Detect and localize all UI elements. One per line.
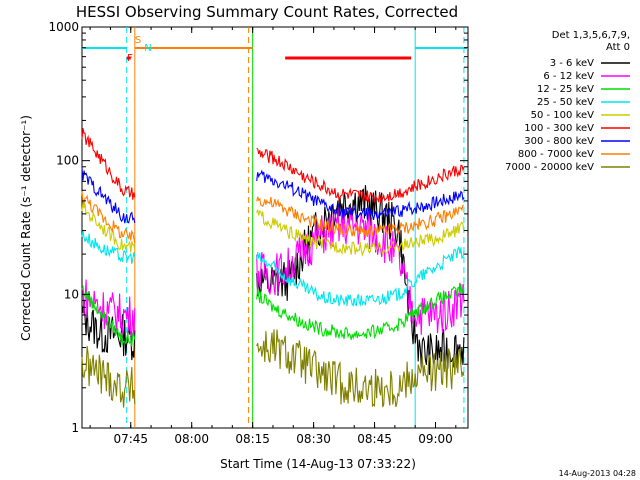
x-axis: 07:45 08:00 08:15 08:30 08:45 09:00	[89, 27, 457, 446]
legend-label: 300 - 800 keV	[524, 136, 594, 147]
marker-lines	[126, 27, 465, 428]
series-line	[81, 329, 465, 408]
legend-label: 6 - 12 keV	[543, 71, 594, 82]
chart-title: HESSI Observing Summary Count Rates, Cor…	[76, 3, 458, 21]
y-axis-label: Corrected Count Rate (s⁻¹ detector⁻¹)	[19, 115, 33, 341]
observing-flags: SNF	[82, 35, 468, 64]
flag-letter: F	[127, 53, 133, 64]
legend-label: 100 - 300 keV	[524, 123, 594, 134]
legend-header: Det 1,3,5,6,7,9,	[552, 30, 630, 41]
timestamp: 14-Aug-2013 04:28	[559, 469, 636, 478]
series-line	[81, 230, 465, 308]
legend-label: 25 - 50 keV	[537, 97, 594, 108]
flag-letter: N	[144, 43, 151, 54]
x-tick-label: 09:00	[418, 432, 453, 446]
series-line	[81, 191, 465, 244]
series-line	[81, 202, 465, 257]
x-tick-label: 07:45	[113, 432, 148, 446]
x-tick-label: 08:45	[357, 432, 392, 446]
y-axis: 1 10 100 1000	[48, 20, 468, 435]
legend-label: 800 - 7000 keV	[518, 149, 594, 160]
y-tick-label: 10	[64, 287, 79, 301]
series-line	[81, 283, 465, 347]
x-axis-label: Start Time (14-Aug-13 07:33:22)	[220, 457, 416, 471]
x-tick-label: 08:30	[296, 432, 331, 446]
x-tick-label: 08:15	[235, 432, 270, 446]
plot-frame	[81, 26, 469, 429]
legend-label: 12 - 25 keV	[537, 84, 594, 95]
legend-label: 3 - 6 keV	[550, 58, 594, 69]
legend-label: 50 - 100 keV	[531, 110, 595, 121]
flag-letter: S	[135, 35, 141, 46]
legend-header: Att 0	[606, 42, 630, 53]
y-tick-label: 1	[71, 421, 79, 435]
series-line	[81, 128, 465, 203]
legend: Det 1,3,5,6,7,9,Att 0 3 - 6 keV 6 - 12 keV…	[505, 30, 630, 173]
series-line	[81, 167, 465, 224]
legend-label: 7000 - 20000 keV	[505, 162, 594, 173]
series-lines	[81, 128, 465, 408]
x-tick-label: 08:00	[174, 432, 209, 446]
y-tick-label: 100	[56, 154, 79, 168]
y-tick-label: 1000	[48, 20, 79, 34]
